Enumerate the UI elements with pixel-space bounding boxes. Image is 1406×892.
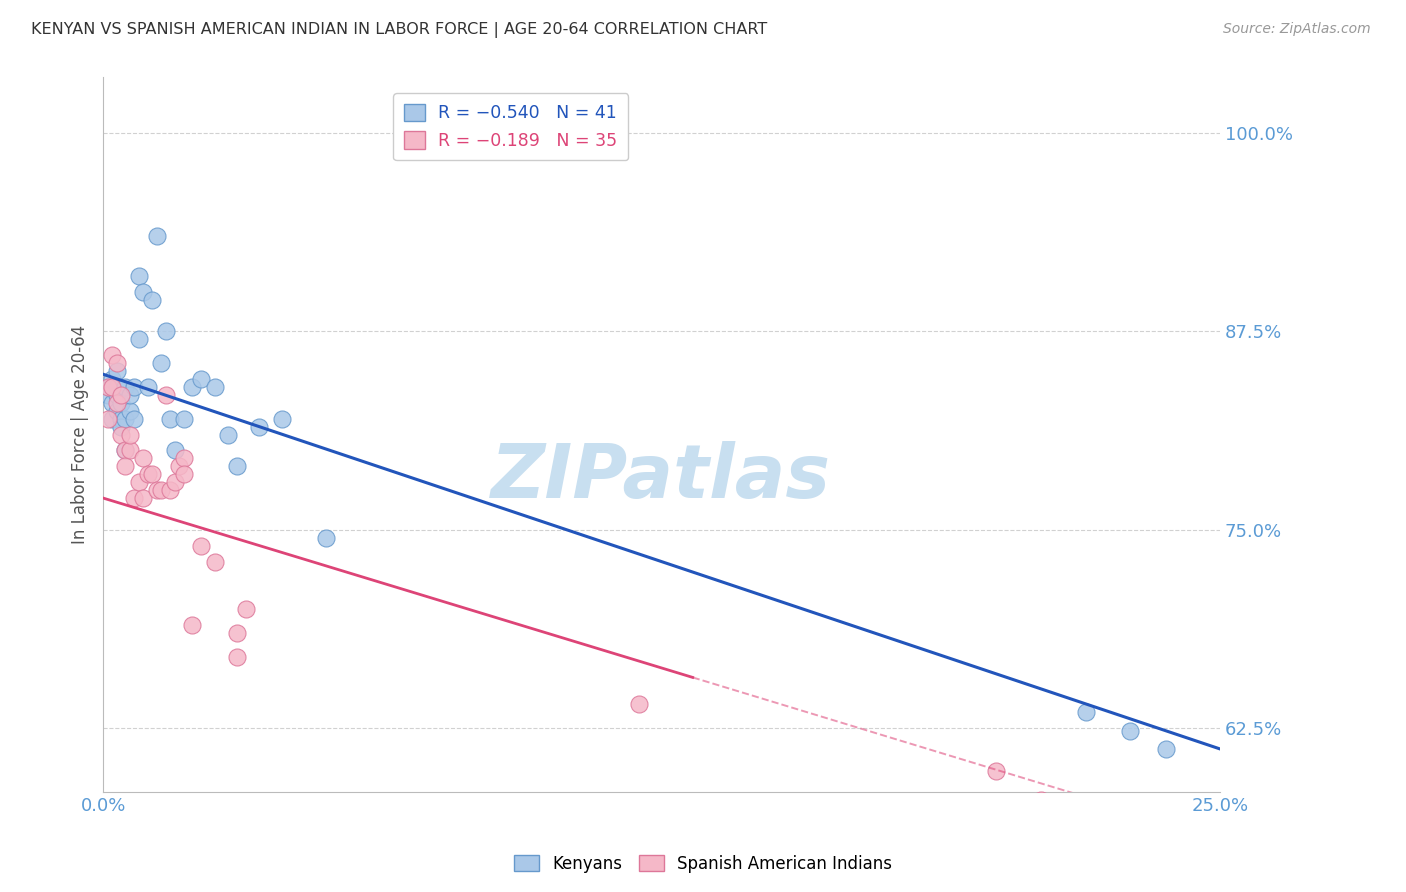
- Point: [132, 285, 155, 299]
- Point: [118, 388, 141, 402]
- Point: [132, 451, 155, 466]
- Point: [181, 380, 204, 394]
- Point: [114, 443, 136, 458]
- Point: [163, 475, 186, 490]
- Legend: Kenyans, Spanish American Indians: Kenyans, Spanish American Indians: [508, 848, 898, 880]
- Point: [118, 443, 141, 458]
- Y-axis label: In Labor Force | Age 20-64: In Labor Force | Age 20-64: [72, 325, 89, 544]
- Point: [145, 483, 167, 497]
- Point: [1154, 742, 1177, 756]
- Point: [628, 698, 651, 712]
- Point: [105, 403, 128, 417]
- Point: [150, 356, 173, 370]
- Point: [101, 348, 124, 362]
- Point: [226, 649, 249, 664]
- Point: [124, 380, 146, 394]
- Point: [173, 411, 195, 425]
- Legend: R = −0.540   N = 41, R = −0.189   N = 35: R = −0.540 N = 41, R = −0.189 N = 35: [394, 94, 628, 161]
- Point: [163, 443, 186, 458]
- Point: [136, 380, 159, 394]
- Point: [190, 539, 212, 553]
- Point: [105, 396, 128, 410]
- Point: [141, 467, 163, 482]
- Text: Source: ZipAtlas.com: Source: ZipAtlas.com: [1223, 22, 1371, 37]
- Point: [217, 427, 239, 442]
- Point: [249, 419, 271, 434]
- Point: [105, 380, 128, 394]
- Point: [128, 475, 150, 490]
- Point: [110, 427, 132, 442]
- Point: [110, 411, 132, 425]
- Point: [155, 325, 177, 339]
- Point: [204, 380, 226, 394]
- Point: [124, 411, 146, 425]
- Point: [110, 419, 132, 434]
- Point: [986, 764, 1008, 778]
- Point: [114, 380, 136, 394]
- Point: [181, 618, 204, 632]
- Point: [101, 411, 124, 425]
- Point: [114, 443, 136, 458]
- Point: [97, 380, 120, 394]
- Point: [159, 411, 181, 425]
- Point: [128, 268, 150, 283]
- Point: [173, 467, 195, 482]
- Point: [97, 388, 120, 402]
- Point: [1074, 706, 1097, 720]
- Point: [136, 467, 159, 482]
- Text: KENYAN VS SPANISH AMERICAN INDIAN IN LABOR FORCE | AGE 20-64 CORRELATION CHART: KENYAN VS SPANISH AMERICAN INDIAN IN LAB…: [31, 22, 768, 38]
- Point: [114, 459, 136, 474]
- Point: [235, 602, 257, 616]
- Point: [204, 555, 226, 569]
- Point: [118, 403, 141, 417]
- Point: [124, 491, 146, 505]
- Point: [101, 380, 124, 394]
- Point: [145, 229, 167, 244]
- Point: [141, 293, 163, 307]
- Point: [105, 356, 128, 370]
- Point: [118, 427, 141, 442]
- Point: [167, 459, 190, 474]
- Point: [150, 483, 173, 497]
- Point: [159, 483, 181, 497]
- Point: [173, 451, 195, 466]
- Point: [226, 626, 249, 640]
- Point: [1029, 792, 1052, 806]
- Point: [190, 372, 212, 386]
- Point: [97, 411, 120, 425]
- Point: [270, 411, 292, 425]
- Point: [1119, 724, 1142, 739]
- Point: [110, 388, 132, 402]
- Point: [105, 388, 128, 402]
- Point: [226, 459, 249, 474]
- Point: [114, 411, 136, 425]
- Point: [155, 388, 177, 402]
- Point: [315, 531, 337, 545]
- Point: [128, 332, 150, 346]
- Point: [105, 364, 128, 378]
- Text: ZIPatlas: ZIPatlas: [492, 441, 831, 514]
- Point: [101, 396, 124, 410]
- Point: [132, 491, 155, 505]
- Point: [101, 372, 124, 386]
- Point: [110, 396, 132, 410]
- Point: [97, 380, 120, 394]
